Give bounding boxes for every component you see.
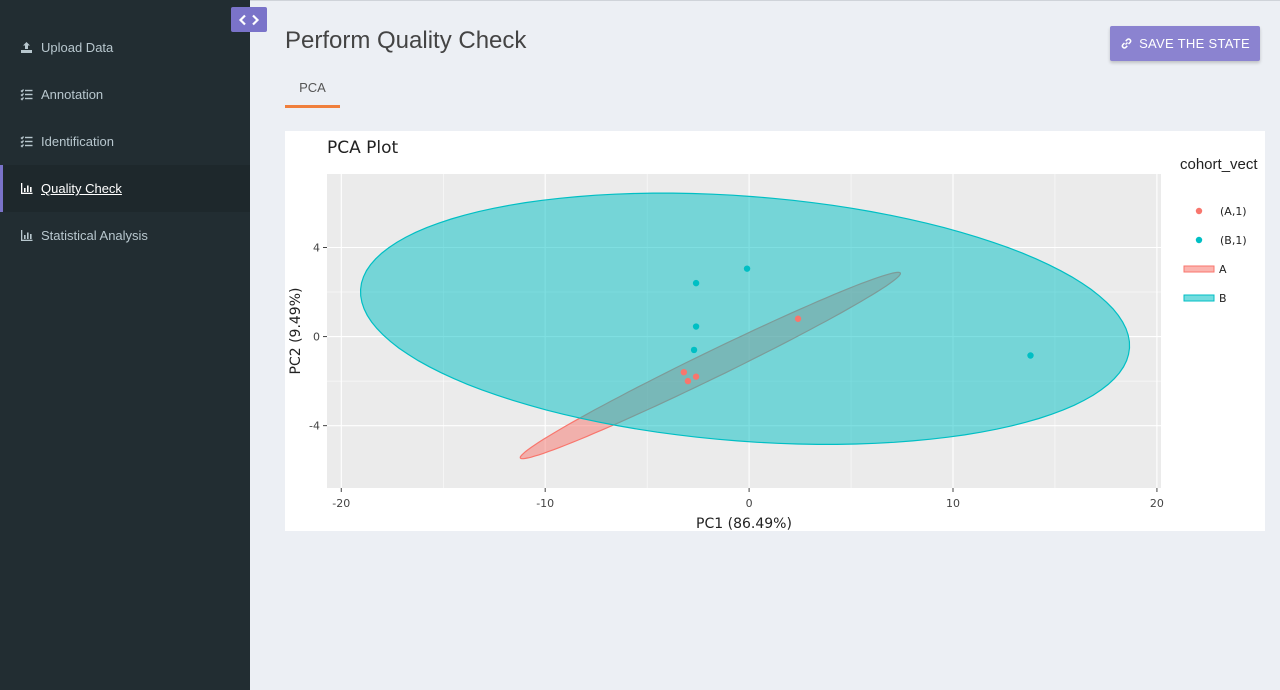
list-check-icon (18, 134, 34, 150)
sidebar-nav: Upload Data Annotation Identification Qu… (0, 24, 250, 259)
sidebar-item-upload-data[interactable]: Upload Data (0, 24, 250, 71)
save-state-button[interactable]: SAVE THE STATE (1110, 26, 1260, 61)
bar-chart-icon (18, 228, 34, 244)
link-icon (1121, 38, 1132, 49)
sidebar-item-statistical-analysis[interactable]: Statistical Analysis (0, 212, 250, 259)
sidebar-item-label: Annotation (41, 87, 104, 102)
sidebar-item-annotation[interactable]: Annotation (0, 71, 250, 118)
list-check-icon (18, 87, 34, 103)
chevron-right-icon (252, 14, 260, 25)
tab-pca[interactable]: PCA (285, 72, 340, 108)
sidebar-item-identification[interactable]: Identification (0, 118, 250, 165)
sidebar-toggle-button[interactable] (231, 7, 267, 32)
sidebar: Upload Data Annotation Identification Qu… (0, 0, 250, 690)
sidebar-item-label: Identification (41, 134, 114, 149)
sidebar-item-label: Statistical Analysis (41, 228, 148, 243)
save-state-label: SAVE THE STATE (1139, 36, 1250, 51)
upload-icon (18, 40, 34, 56)
plot-panel (285, 131, 1265, 531)
bar-chart-icon (18, 181, 34, 197)
page-title: Perform Quality Check (285, 27, 527, 54)
sidebar-item-label: Upload Data (41, 40, 114, 55)
legend-title: cohort_vect (1180, 156, 1258, 173)
tab-label: PCA (299, 80, 326, 95)
sidebar-item-label: Quality Check (41, 181, 122, 196)
top-border (250, 0, 1280, 1)
sidebar-item-quality-check[interactable]: Quality Check (0, 165, 250, 212)
chevron-left-icon (238, 14, 246, 25)
